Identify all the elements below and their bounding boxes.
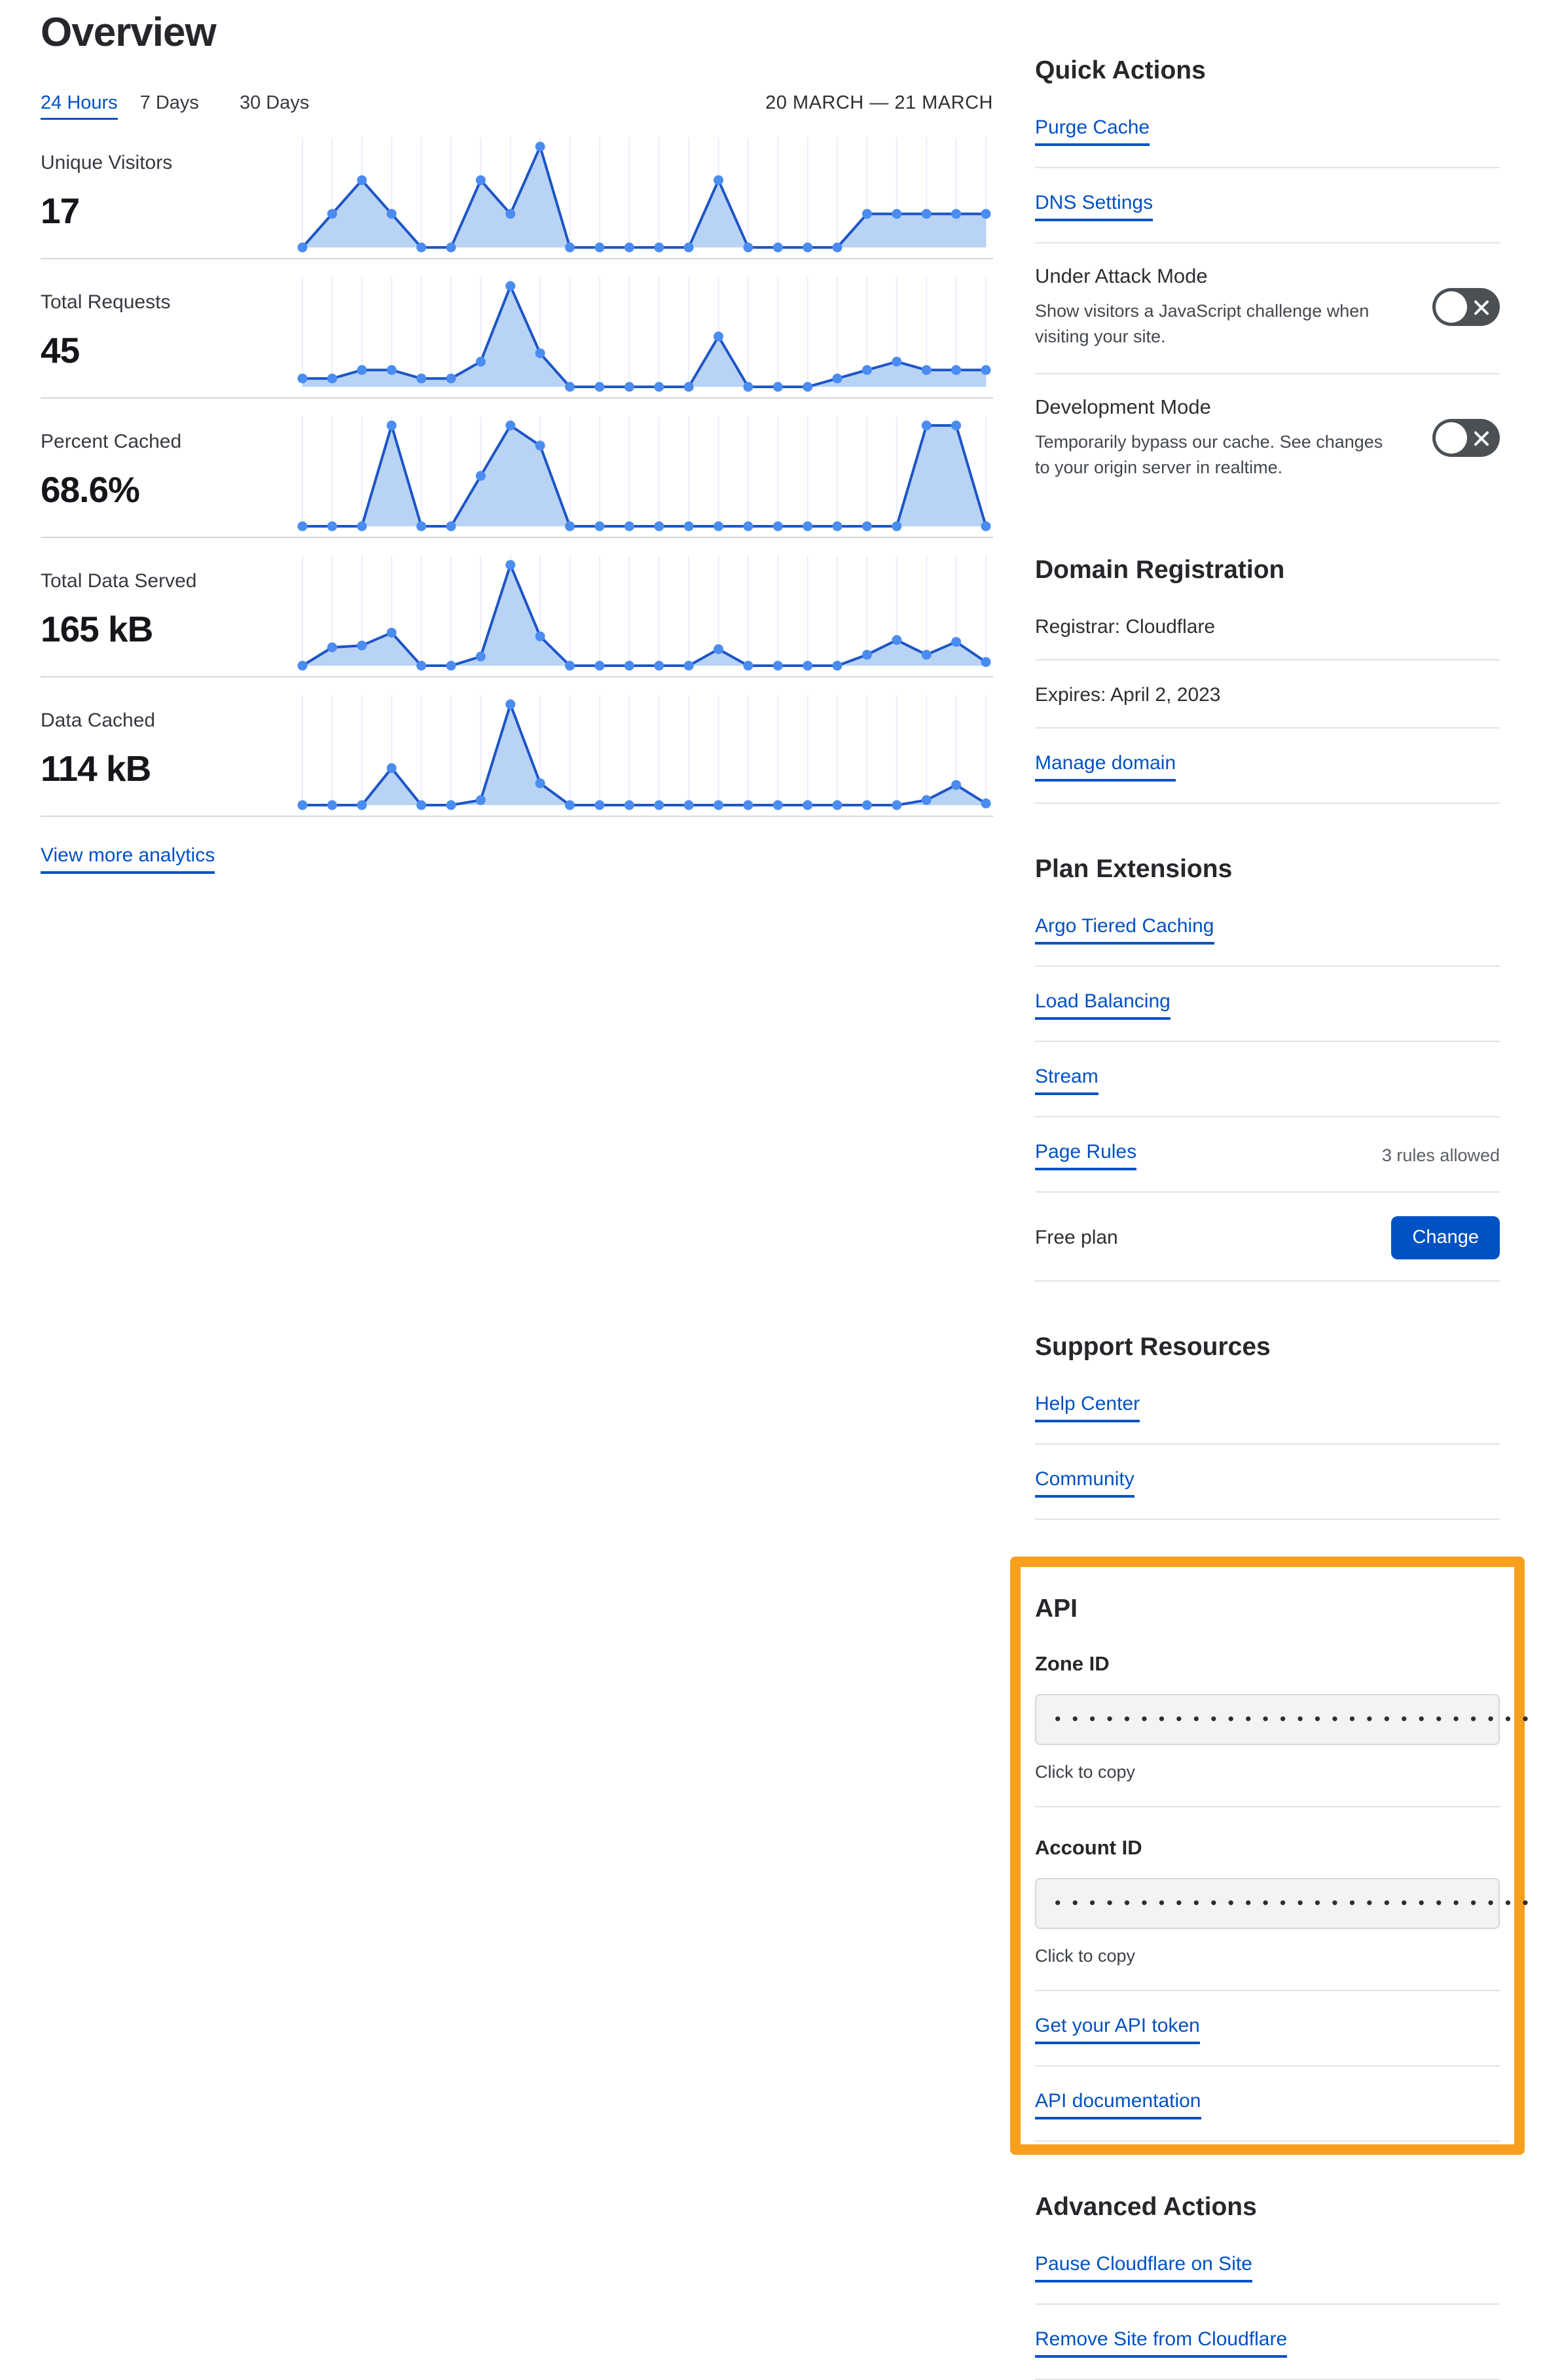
purge-cache-link[interactable]: Purge Cache bbox=[1035, 117, 1150, 146]
quick-actions-title: Quick Actions bbox=[1035, 56, 1206, 84]
plan-extension-row: Load Balancing bbox=[1035, 967, 1500, 1042]
advanced-action-row: Remove Site from Cloudflare bbox=[1035, 2305, 1500, 2380]
stream-link[interactable]: Stream bbox=[1035, 1066, 1098, 1095]
sparkline-percent-cached bbox=[297, 416, 991, 532]
time-range-tabs: 24 Hours 7 Days 30 Days 20 MARCH — 21 MA… bbox=[41, 92, 993, 120]
sparkline-unique-visitors bbox=[297, 137, 991, 253]
development-mode-label: Development Mode bbox=[1035, 395, 1211, 419]
zone-id-copy-hint: Click to copy bbox=[1035, 1762, 1500, 1807]
metric-value: 114 kB bbox=[41, 748, 151, 789]
help-center-link[interactable]: Help Center bbox=[1035, 1393, 1140, 1422]
api-section-highlighted: API Zone ID ••••••••••••••••••••••••••••… bbox=[1010, 1556, 1529, 2155]
zone-id-label: Zone ID bbox=[1035, 1651, 1110, 1675]
account-id-label: Account ID bbox=[1035, 1835, 1142, 1859]
metric-row-percent-cached: Percent Cached 68.6% bbox=[41, 399, 993, 538]
development-mode-description: Temporarily bypass our cache. See change… bbox=[1035, 432, 1383, 478]
metric-label: Unique Visitors bbox=[41, 151, 173, 173]
quick-action-row: DNS Settings bbox=[1035, 168, 1500, 243]
manage-domain-row: Manage domain bbox=[1035, 729, 1500, 804]
plan-extensions-title: Plan Extensions bbox=[1035, 854, 1233, 883]
metric-row-data-cached: Data Cached 114 kB bbox=[41, 677, 993, 817]
load-balancing-link[interactable]: Load Balancing bbox=[1035, 990, 1171, 1020]
metric-label: Total Requests bbox=[41, 291, 171, 313]
sparkline-total-data-served bbox=[297, 556, 991, 671]
account-id-masked-value: •••••••••••••••••••••••••••• bbox=[1055, 1892, 1540, 1913]
view-more-analytics-link[interactable]: View more analytics bbox=[41, 844, 215, 874]
support-row: Help Center bbox=[1035, 1369, 1500, 1445]
get-api-token-link[interactable]: Get your API token bbox=[1035, 2015, 1200, 2044]
page-title: Overview bbox=[41, 10, 217, 55]
analytics-overview-panel: Overview 24 Hours 7 Days 30 Days 20 MARC… bbox=[41, 9, 993, 874]
toggle-x-icon bbox=[1474, 431, 1489, 446]
date-range-label: 20 MARCH — 21 MARCH bbox=[765, 92, 993, 113]
metric-value: 68.6% bbox=[41, 469, 140, 510]
plan-extension-row: Argo Tiered Caching bbox=[1035, 892, 1500, 967]
metric-info: Data Cached 114 kB bbox=[41, 704, 297, 789]
toggle-x-icon bbox=[1474, 300, 1489, 316]
support-resources-title: Support Resources bbox=[1035, 1332, 1271, 1361]
under-attack-mode-toggle[interactable] bbox=[1432, 288, 1500, 327]
metric-row-unique-visitors: Unique Visitors 17 bbox=[41, 120, 993, 259]
metric-row-total-requests: Total Requests 45 bbox=[41, 259, 993, 399]
account-id-field[interactable]: •••••••••••••••••••••••••••• bbox=[1035, 1877, 1529, 1929]
metric-info: Total Requests 45 bbox=[41, 286, 297, 371]
api-documentation-link[interactable]: API documentation bbox=[1035, 2090, 1201, 2119]
registrar-value: Registrar: Cloudflare bbox=[1035, 615, 1216, 638]
quick-action-row: Purge Cache bbox=[1035, 93, 1500, 168]
sparkline-data-cached bbox=[297, 695, 991, 810]
expires-value: Expires: April 2, 2023 bbox=[1035, 683, 1221, 706]
toggle-knob bbox=[1436, 291, 1467, 323]
support-row: Community bbox=[1035, 1445, 1500, 1520]
metric-info: Percent Cached 68.6% bbox=[41, 425, 297, 511]
manage-domain-link[interactable]: Manage domain bbox=[1035, 752, 1176, 782]
development-mode-row: Development Mode Temporarily bypass our … bbox=[1035, 374, 1500, 504]
toggle-knob bbox=[1436, 422, 1467, 454]
metric-value: 165 kB bbox=[41, 608, 153, 649]
tab-7-days[interactable]: 7 Days bbox=[139, 92, 199, 113]
development-mode-toggle[interactable] bbox=[1432, 419, 1500, 458]
tab-24-hours[interactable]: 24 Hours bbox=[41, 92, 118, 120]
registrar-row: Registrar: Cloudflare bbox=[1035, 592, 1500, 660]
argo-tiered-caching-link[interactable]: Argo Tiered Caching bbox=[1035, 915, 1214, 945]
metric-value: 45 bbox=[41, 329, 80, 370]
zone-id-masked-value: •••••••••••••••••••••••••••• bbox=[1055, 1708, 1540, 1729]
metric-label: Data Cached bbox=[41, 709, 156, 731]
under-attack-mode-row: Under Attack Mode Show visitors a JavaSc… bbox=[1035, 243, 1500, 375]
advanced-actions-title: Advanced Actions bbox=[1035, 2192, 1257, 2221]
advanced-action-row: Pause Cloudflare on Site bbox=[1035, 2229, 1500, 2305]
tab-30-days[interactable]: 30 Days bbox=[239, 92, 310, 113]
toggle-text: Development Mode Temporarily bypass our … bbox=[1035, 395, 1392, 480]
api-link-row: Get your API token bbox=[1035, 1991, 1500, 2066]
plan-extension-row: Stream bbox=[1035, 1042, 1500, 1117]
metric-value: 17 bbox=[41, 190, 80, 231]
expires-row: Expires: April 2, 2023 bbox=[1035, 660, 1500, 729]
metric-label: Total Data Served bbox=[41, 569, 197, 592]
metric-info: Total Data Served 165 kB bbox=[41, 565, 297, 650]
remove-site-link[interactable]: Remove Site from Cloudflare bbox=[1035, 2328, 1288, 2358]
metric-info: Unique Visitors 17 bbox=[41, 147, 297, 232]
rules-allowed-note: 3 rules allowed bbox=[1381, 1145, 1500, 1165]
zone-id-field[interactable]: •••••••••••••••••••••••••••• bbox=[1035, 1693, 1529, 1745]
under-attack-mode-label: Under Attack Mode bbox=[1035, 264, 1208, 287]
account-id-copy-hint: Click to copy bbox=[1035, 1946, 1500, 1991]
toggle-text: Under Attack Mode Show visitors a JavaSc… bbox=[1035, 264, 1392, 350]
change-plan-button[interactable]: Change bbox=[1391, 1216, 1500, 1259]
domain-registration-title: Domain Registration bbox=[1035, 555, 1285, 584]
under-attack-mode-description: Show visitors a JavaScript challenge whe… bbox=[1035, 301, 1370, 347]
pause-cloudflare-link[interactable]: Pause Cloudflare on Site bbox=[1035, 2253, 1252, 2282]
page-rules-link[interactable]: Page Rules bbox=[1035, 1141, 1137, 1170]
plan-row: Free plan Change bbox=[1035, 1193, 1500, 1282]
community-link[interactable]: Community bbox=[1035, 1468, 1135, 1498]
api-link-row: API documentation bbox=[1035, 2066, 1500, 2142]
page-rules-row: Page Rules 3 rules allowed bbox=[1035, 1117, 1500, 1193]
api-title: API bbox=[1035, 1594, 1078, 1623]
sparkline-total-requests bbox=[297, 277, 991, 392]
view-more-row: View more analytics bbox=[41, 844, 993, 874]
plan-name-label: Free plan bbox=[1035, 1226, 1118, 1248]
dns-settings-link[interactable]: DNS Settings bbox=[1035, 192, 1153, 221]
metric-label: Percent Cached bbox=[41, 430, 182, 452]
sidebar: Quick Actions Purge Cache DNS Settings U… bbox=[1010, 0, 1529, 2380]
metric-row-total-data-served: Total Data Served 165 kB bbox=[41, 538, 993, 677]
